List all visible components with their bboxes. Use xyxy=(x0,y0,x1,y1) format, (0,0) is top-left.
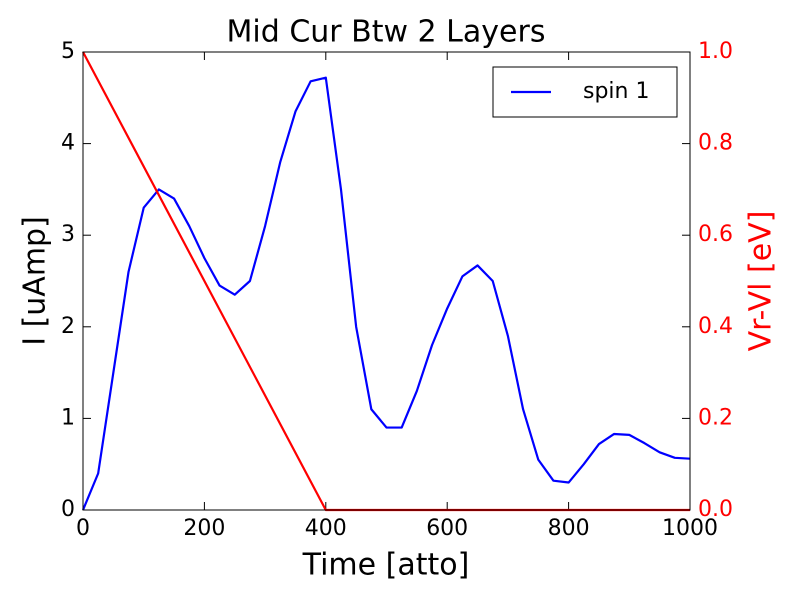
x-tick-label: 1000 xyxy=(662,516,718,541)
y2-axis-label: Vr-Vl [eV] xyxy=(744,211,779,352)
y-tick-label: 5 xyxy=(61,39,75,64)
y-axis-label: I [uAmp] xyxy=(18,216,53,346)
chart-title: Mid Cur Btw 2 Layers xyxy=(227,15,546,50)
y-tick-label: 1 xyxy=(61,405,75,430)
y-tick-label: 2 xyxy=(61,314,75,339)
x-axis-label: Time [atto] xyxy=(302,548,470,583)
data-line xyxy=(81,76,691,511)
x-tick-label: 400 xyxy=(305,516,347,541)
x-tick-label: 800 xyxy=(548,516,590,541)
y2-tick-label: 0.4 xyxy=(698,314,733,339)
y2-tick-label: 1.0 xyxy=(698,39,733,64)
legend-label: spin 1 xyxy=(583,79,649,104)
y-tick-label: 0 xyxy=(61,497,75,522)
y2-tick-label: 0.2 xyxy=(698,405,733,430)
y2-tick-label: 0.8 xyxy=(698,131,733,156)
y2-tick-label: 0.6 xyxy=(698,222,733,247)
x-tick-label: 600 xyxy=(426,516,468,541)
y-tick-label: 3 xyxy=(61,222,75,247)
x-tick-label: 200 xyxy=(183,516,225,541)
y-tick-label: 4 xyxy=(61,131,75,156)
plot-frame xyxy=(82,51,691,511)
y2-tick-label: 0.0 xyxy=(698,497,733,522)
x-tick-label: 0 xyxy=(76,516,90,541)
